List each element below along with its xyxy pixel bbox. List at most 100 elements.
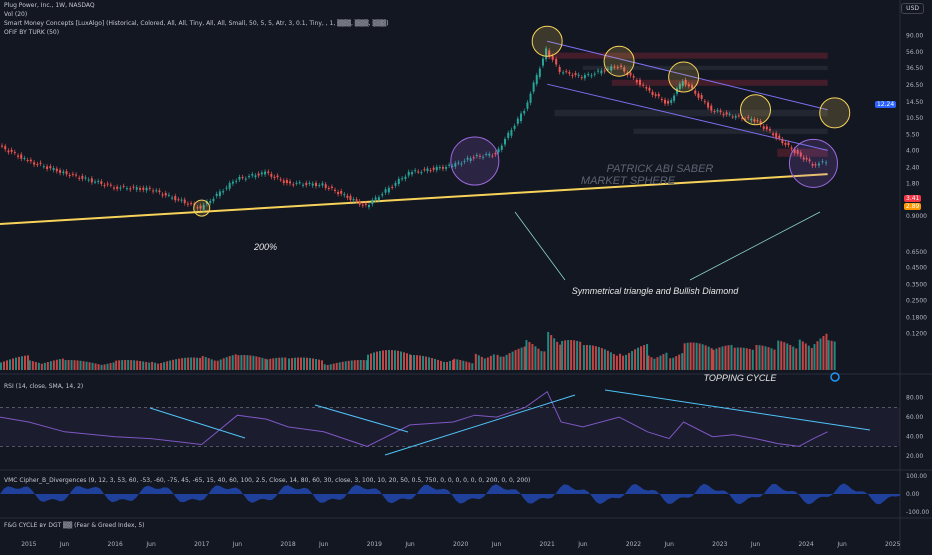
volume-bar (631, 351, 634, 370)
volume-bar (681, 353, 684, 370)
volume-bar (742, 347, 745, 370)
volume-legend[interactable]: Vol (20) (4, 11, 28, 18)
candle (295, 182, 298, 184)
candle (731, 116, 734, 118)
candle (472, 157, 475, 159)
candle (577, 74, 580, 76)
candle (1, 145, 3, 147)
candle (657, 94, 660, 97)
volume-bar (243, 355, 246, 370)
candle (463, 160, 466, 162)
volume-bar (553, 338, 556, 370)
currency-button[interactable]: USD (901, 3, 924, 14)
candle (55, 168, 58, 172)
candle (555, 58, 558, 65)
candle (660, 99, 663, 101)
pattern-circle (740, 94, 772, 126)
candle (17, 155, 20, 157)
price-axis-label: 2.40 (906, 165, 920, 172)
volume-bar (777, 340, 780, 370)
volume-bar (127, 360, 130, 370)
chart-title[interactable]: Plug Power, Inc., 1W, NASDAQ (4, 2, 95, 9)
candle (478, 155, 481, 157)
volume-bar (678, 354, 681, 370)
candle (638, 79, 641, 85)
ofif-legend[interactable]: OFIF BY TURK (50) (4, 29, 60, 36)
candle (199, 205, 202, 209)
last-price-label: 3.41 (904, 195, 922, 202)
candle (750, 118, 753, 121)
candle (343, 194, 346, 196)
volume-bar (603, 349, 606, 370)
volume-bar (588, 345, 591, 370)
price-axis-label: 36.50 (906, 65, 923, 72)
price-axis-label: 14.50 (906, 99, 923, 106)
volume-bar (646, 344, 649, 370)
candle (161, 194, 164, 196)
pattern-label: Symmetrical triangle and Bullish Diamond (572, 286, 740, 296)
volume-bar (82, 361, 85, 370)
volume-bar (309, 358, 312, 370)
candle (513, 125, 516, 129)
volume-bar (600, 348, 603, 370)
volume-bar (736, 347, 739, 370)
volume-bar (540, 351, 543, 370)
volume-bar (178, 358, 181, 370)
volume-bar (15, 357, 17, 370)
candle (20, 154, 23, 159)
volume-bar (550, 335, 553, 370)
candle (267, 171, 270, 173)
candle (116, 186, 119, 189)
vmc-legend[interactable]: VMC Cipher_B_Divergences (9, 12, 3, 53, … (4, 477, 531, 484)
volume-bar (264, 358, 267, 370)
volume-bar (384, 350, 387, 370)
candle (377, 197, 380, 200)
volume-bar (431, 358, 434, 370)
volume-bar (160, 363, 163, 370)
candle (613, 66, 616, 68)
volume-bar (115, 360, 118, 370)
volume-bar (786, 343, 789, 370)
time-axis-label: Jun (145, 541, 156, 548)
candle (429, 170, 432, 172)
volume-bar (338, 362, 341, 370)
volume-bar (353, 360, 356, 370)
candle (784, 142, 787, 145)
volume-bar (390, 350, 393, 370)
volume-bar (525, 340, 528, 370)
volume-bar (163, 362, 166, 370)
candle (435, 166, 438, 171)
volume-bar (698, 343, 701, 370)
candle (384, 189, 387, 193)
smc-legend[interactable]: Smart Money Concepts [LuxAlgo] (Historic… (4, 20, 389, 27)
volume-bar (543, 351, 546, 370)
candle (825, 162, 828, 164)
candle (670, 100, 673, 103)
candle (814, 164, 817, 166)
candle (793, 149, 796, 154)
candle (251, 174, 254, 176)
volume-bar (523, 346, 526, 370)
candle (747, 116, 750, 118)
price-axis-label: 0.9000 (906, 213, 927, 220)
candle (244, 178, 247, 180)
volume-bar (142, 361, 145, 370)
rsi-legend[interactable]: RSI (14, close, SMA, 14, 2) (4, 383, 84, 390)
candle (722, 114, 725, 116)
time-axis-label: 2025 (885, 541, 900, 548)
volume-bar (321, 360, 324, 370)
fg-legend[interactable]: F&G CYCLE ʙʏ DGT ▒▒ (Fear & Greed Index,… (4, 522, 145, 529)
price-axis-label: 0.1200 (906, 330, 927, 337)
volume-bar (97, 364, 100, 370)
candle (503, 138, 506, 145)
candle (781, 139, 784, 144)
volume-bar (231, 355, 234, 370)
volume-bar (822, 335, 825, 370)
volume-bar (622, 355, 625, 370)
volume-bar (570, 340, 573, 370)
candle (817, 163, 820, 166)
candle (558, 67, 561, 73)
volume-bar (278, 357, 281, 370)
candle (148, 187, 151, 189)
